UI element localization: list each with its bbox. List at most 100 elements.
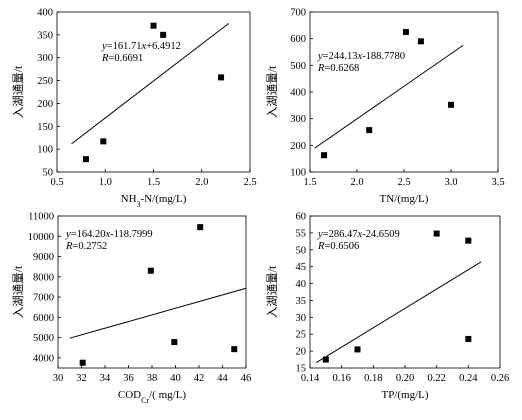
x-axis-label: TP/(mg/L) <box>381 389 428 401</box>
y-tick-label: 55 <box>296 228 307 239</box>
x-tick-label: 2.5 <box>397 177 410 188</box>
data-point <box>322 356 329 363</box>
y-tick-label: 200 <box>37 99 53 110</box>
y-tick-label: 50 <box>43 168 54 179</box>
y-tick-label: 500 <box>290 61 306 72</box>
x-tick-label: 0.26 <box>491 373 509 384</box>
y-tick-label: 9000 <box>33 252 54 263</box>
regression-line <box>69 287 247 339</box>
data-point <box>82 156 89 163</box>
y-tick-label: 10000 <box>28 232 54 243</box>
fit-r-value: R=0.6691 <box>101 53 143 64</box>
data-point <box>160 31 167 38</box>
x-tick-label: 38 <box>147 373 158 384</box>
x-tick-label: 2.0 <box>195 177 208 188</box>
x-tick-label: 0.5 <box>50 177 63 188</box>
fit-r-value: R=0.2752 <box>65 241 107 252</box>
data-point <box>448 101 454 108</box>
y-axis-label: 入湖通量/t <box>11 265 25 318</box>
fit-r-value: R=0.6268 <box>317 63 359 74</box>
x-tick-label: 42 <box>194 373 205 384</box>
x-tick-label: 3.5 <box>491 177 504 188</box>
x-tick-label: 2.5 <box>243 177 256 188</box>
y-tick-label: 400 <box>37 8 53 19</box>
fit-equation: y=164.20x-118.7999 <box>65 229 153 240</box>
y-tick-label: 6000 <box>33 313 54 324</box>
data-point <box>354 346 361 353</box>
y-tick-label: 700 <box>290 8 306 19</box>
data-point <box>218 74 225 81</box>
x-tick-label: 0.14 <box>301 373 320 384</box>
fit-equation: y=161.71x+6.4912 <box>101 41 181 52</box>
y-tick-label: 600 <box>290 34 306 45</box>
y-tick-label: 100 <box>37 145 53 156</box>
y-tick-label: 7000 <box>33 293 54 304</box>
y-tick-label: 35 <box>296 296 307 307</box>
y-tick-label: 50 <box>296 245 307 256</box>
y-tick-label: 300 <box>290 114 306 125</box>
y-tick-label: 150 <box>37 122 53 133</box>
y-axis-label: 入湖通量/t <box>265 265 279 318</box>
data-point <box>465 237 472 244</box>
plot-frame <box>309 11 499 173</box>
data-point <box>171 339 178 346</box>
regression-line <box>71 22 230 145</box>
x-tick-label: 0.22 <box>427 373 445 384</box>
y-tick-label: 15 <box>296 364 307 375</box>
chart-panel-4: 0.14 0.16 0.18 0.20 0.22 0.24 0.26 15 20 25 30 35 40… <box>265 212 509 402</box>
x-axis-label: CODCr/( mg/L) <box>118 389 187 405</box>
y-tick-label: 20 <box>296 347 307 358</box>
x-tick-label: 36 <box>123 373 134 384</box>
data-point <box>231 346 238 353</box>
x-tick-label: 1.0 <box>99 177 112 188</box>
y-tick-label: 100 <box>290 168 306 179</box>
data-point <box>366 127 373 134</box>
fit-equation: y=244.13x-188.7780 <box>317 51 405 62</box>
y-tick-label: 60 <box>296 212 307 223</box>
x-tick-label: 32 <box>76 373 87 384</box>
data-point <box>465 335 472 342</box>
x-tick-label: 44 <box>217 373 228 384</box>
x-tick-label: 3.0 <box>444 177 457 188</box>
data-point <box>100 138 107 145</box>
y-tick-label: 25 <box>296 330 307 341</box>
y-axis-label: 入湖通量/t <box>11 65 25 118</box>
data-point <box>197 224 204 231</box>
fit-r-value: R=0.6506 <box>317 241 359 252</box>
regression-line <box>316 261 482 364</box>
y-tick-label: 400 <box>290 88 306 99</box>
y-tick-label: 200 <box>290 141 306 152</box>
x-tick-label: 0.18 <box>364 373 382 384</box>
y-tick-label: 5000 <box>33 333 54 344</box>
x-tick-label: 1.5 <box>147 177 160 188</box>
y-tick-label: 8000 <box>33 272 54 283</box>
data-point <box>402 29 409 35</box>
plot-frame <box>56 11 251 173</box>
x-tick-label: 30 <box>53 373 64 384</box>
chart-panel-1: 0.5 1.0 1.5 2.0 2.5 50 100 150 200 250 300 350 400 NH… <box>11 8 257 209</box>
x-tick-label: 34 <box>100 373 111 384</box>
y-tick-label: 11000 <box>28 212 54 223</box>
x-tick-label: 1.5 <box>303 177 316 188</box>
regression-line <box>314 44 464 149</box>
y-tick-label: 45 <box>296 262 307 273</box>
x-tick-label: 0.20 <box>396 373 414 384</box>
data-point <box>150 22 157 29</box>
x-tick-label: 2.0 <box>350 177 363 188</box>
x-axis-label: TN/(mg/L) <box>380 193 429 205</box>
y-tick-label: 300 <box>37 53 53 64</box>
x-tick-label: 40 <box>170 373 181 384</box>
x-tick-label: 0.16 <box>332 373 350 384</box>
y-tick-label: 4000 <box>33 353 54 364</box>
y-axis-label: 入湖通量/t <box>265 65 279 118</box>
x-axis-label: NH3-N/(mg/L) <box>121 193 187 209</box>
data-point <box>321 152 328 159</box>
data-point <box>79 359 86 366</box>
data-point <box>417 38 424 45</box>
y-tick-label: 250 <box>37 76 53 87</box>
x-tick-label: 46 <box>241 373 252 384</box>
chart-panel-3: 30 32 34 36 38 40 42 44 46 4000 5000 6000 7000 8000 90… <box>11 212 251 405</box>
x-tick-label: 0.24 <box>459 373 478 384</box>
